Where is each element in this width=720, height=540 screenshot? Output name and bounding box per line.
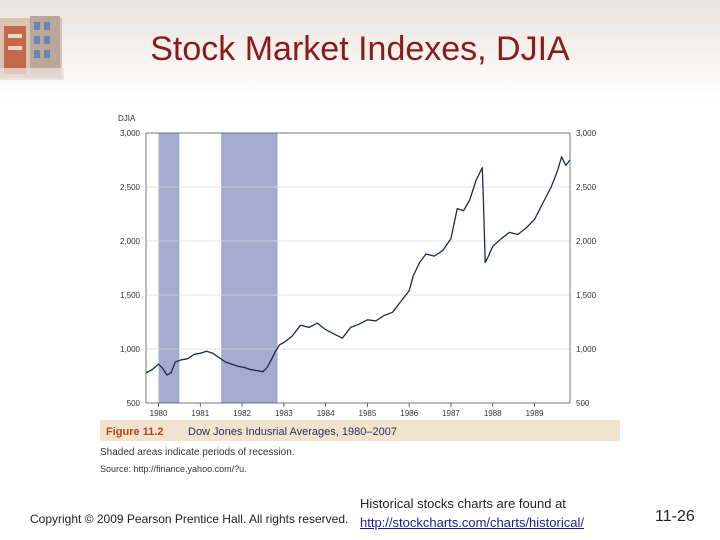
y-tick-left-2000: 2,000: [120, 237, 141, 246]
x-tick-1980: 1980: [150, 409, 168, 418]
source-note: Source: http://finance.yahoo.com/?u.: [100, 464, 247, 474]
y-tick-left-1000: 1,000: [120, 345, 141, 354]
y-tick-left-2500: 2,500: [120, 183, 141, 192]
x-tick-1988: 1988: [484, 409, 502, 418]
recession-band-1: [158, 133, 180, 403]
x-tick-1985: 1985: [359, 409, 377, 418]
slide-title: Stock Market Indexes, DJIA: [150, 30, 570, 68]
y-tick-right-2000: 2,000: [576, 237, 597, 246]
djia-chart: 3,000 3,000 2,500 2,500 2,000 2,000 1,500 1,500…: [100, 114, 620, 474]
historical-charts-link[interactable]: http://stockcharts.com/charts/historical…: [360, 515, 584, 530]
x-tick-1986: 1986: [400, 409, 418, 418]
djia-series-line: [145, 156, 571, 376]
x-tick-1981: 1981: [191, 409, 209, 418]
recession-band-2: [221, 133, 278, 403]
caption-band: [100, 420, 620, 441]
recession-note: Shaded areas indicate periods of recessi…: [100, 447, 295, 458]
source-note-box: Historical stocks charts are found at ht…: [360, 494, 584, 532]
x-tick-1984: 1984: [317, 409, 335, 418]
y-tick-right-2500: 2,500: [576, 183, 597, 192]
note-text: Historical stocks charts are found at: [360, 496, 566, 511]
x-tick-1982: 1982: [233, 409, 251, 418]
y-tick-left-1500: 1,500: [120, 291, 141, 300]
plot-area: [146, 133, 570, 403]
x-tick-1983: 1983: [275, 409, 293, 418]
figure-title: Dow Jones Indusrial Averages, 1980–2007: [188, 426, 397, 438]
building-photo-icon: [0, 16, 64, 80]
x-tick-1987: 1987: [442, 409, 460, 418]
y-tick-right-500: 500: [576, 399, 590, 408]
y-tick-left-3000: 3,000: [120, 129, 141, 138]
plot-frame: [145, 132, 571, 404]
header-band: [0, 0, 720, 100]
slide-number: 11-26: [655, 508, 695, 525]
y-tick-left-500: 500: [127, 399, 141, 408]
y-tick-right-1000: 1,000: [576, 345, 597, 354]
y-axis-label: DJIA: [118, 114, 136, 123]
x-tick-1989: 1989: [526, 409, 544, 418]
y-tick-right-3000: 3,000: [576, 129, 597, 138]
y-tick-right-1500: 1,500: [576, 291, 597, 300]
copyright-text: Copyright © 2009 Pearson Prentice Hall. …: [30, 512, 349, 526]
figure-label: Figure 11.2: [106, 426, 163, 438]
